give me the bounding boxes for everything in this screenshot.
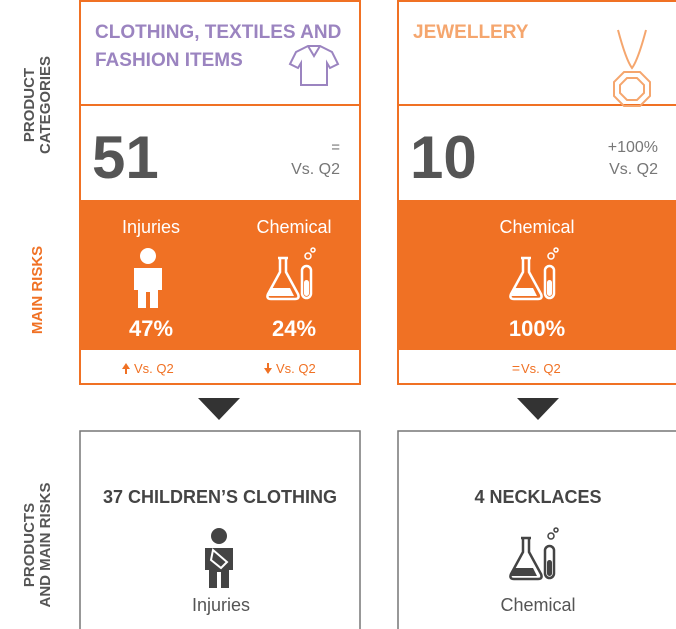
- necklace-icon: [613, 29, 651, 107]
- product-box: 4 NECKLACES Chemical: [397, 430, 676, 629]
- comparison: Vs. Q2: [291, 161, 340, 178]
- risk-trend: Vs. Q2: [134, 361, 174, 376]
- card-title: CLOTHING, TEXTILES AND: [95, 22, 341, 43]
- risk-name: Chemical: [499, 217, 574, 237]
- up-arrow: [122, 363, 130, 374]
- side-label: PRODUCTS: [21, 503, 38, 587]
- risk-share: 47%: [129, 316, 173, 341]
- count: 51: [92, 124, 159, 191]
- risk-trend: Vs. Q2: [521, 361, 561, 376]
- product-box: 37 CHILDREN’S CLOTHING Injuries: [79, 430, 361, 629]
- side-label: PRODUCT: [21, 68, 38, 142]
- side-label: CATEGORIES: [37, 56, 54, 154]
- pointer: [198, 398, 240, 420]
- risk-share: 100%: [509, 316, 565, 341]
- trend-sign: =: [512, 360, 520, 376]
- shirt-icon: [288, 45, 340, 86]
- category-card: JEWELLERY 10 +100% Vs. Q2 Chemical 100% …: [397, 0, 676, 385]
- risk-name: Injuries: [122, 217, 180, 237]
- change: =: [331, 139, 340, 156]
- risk-name: Chemical: [256, 217, 331, 237]
- change: +100%: [608, 139, 658, 156]
- down-arrow: [264, 363, 272, 374]
- count: 10: [410, 124, 477, 191]
- card-title: JEWELLERY: [413, 22, 529, 43]
- product-title: 4 NECKLACES: [474, 487, 601, 507]
- side-label: MAIN RISKS: [29, 246, 46, 334]
- pointer: [517, 398, 559, 420]
- side-label: AND MAIN RISKS: [37, 482, 54, 607]
- comparison: Vs. Q2: [609, 161, 658, 178]
- category-card: CLOTHING, TEXTILES AND FASHION ITEMS 51 …: [79, 0, 361, 385]
- card-title: FASHION ITEMS: [95, 50, 243, 71]
- product-risk: Injuries: [192, 595, 250, 615]
- risk-trend: Vs. Q2: [276, 361, 316, 376]
- risk-share: 24%: [272, 316, 316, 341]
- product-risk: Chemical: [500, 595, 575, 615]
- product-title: 37 CHILDREN’S CLOTHING: [103, 487, 337, 507]
